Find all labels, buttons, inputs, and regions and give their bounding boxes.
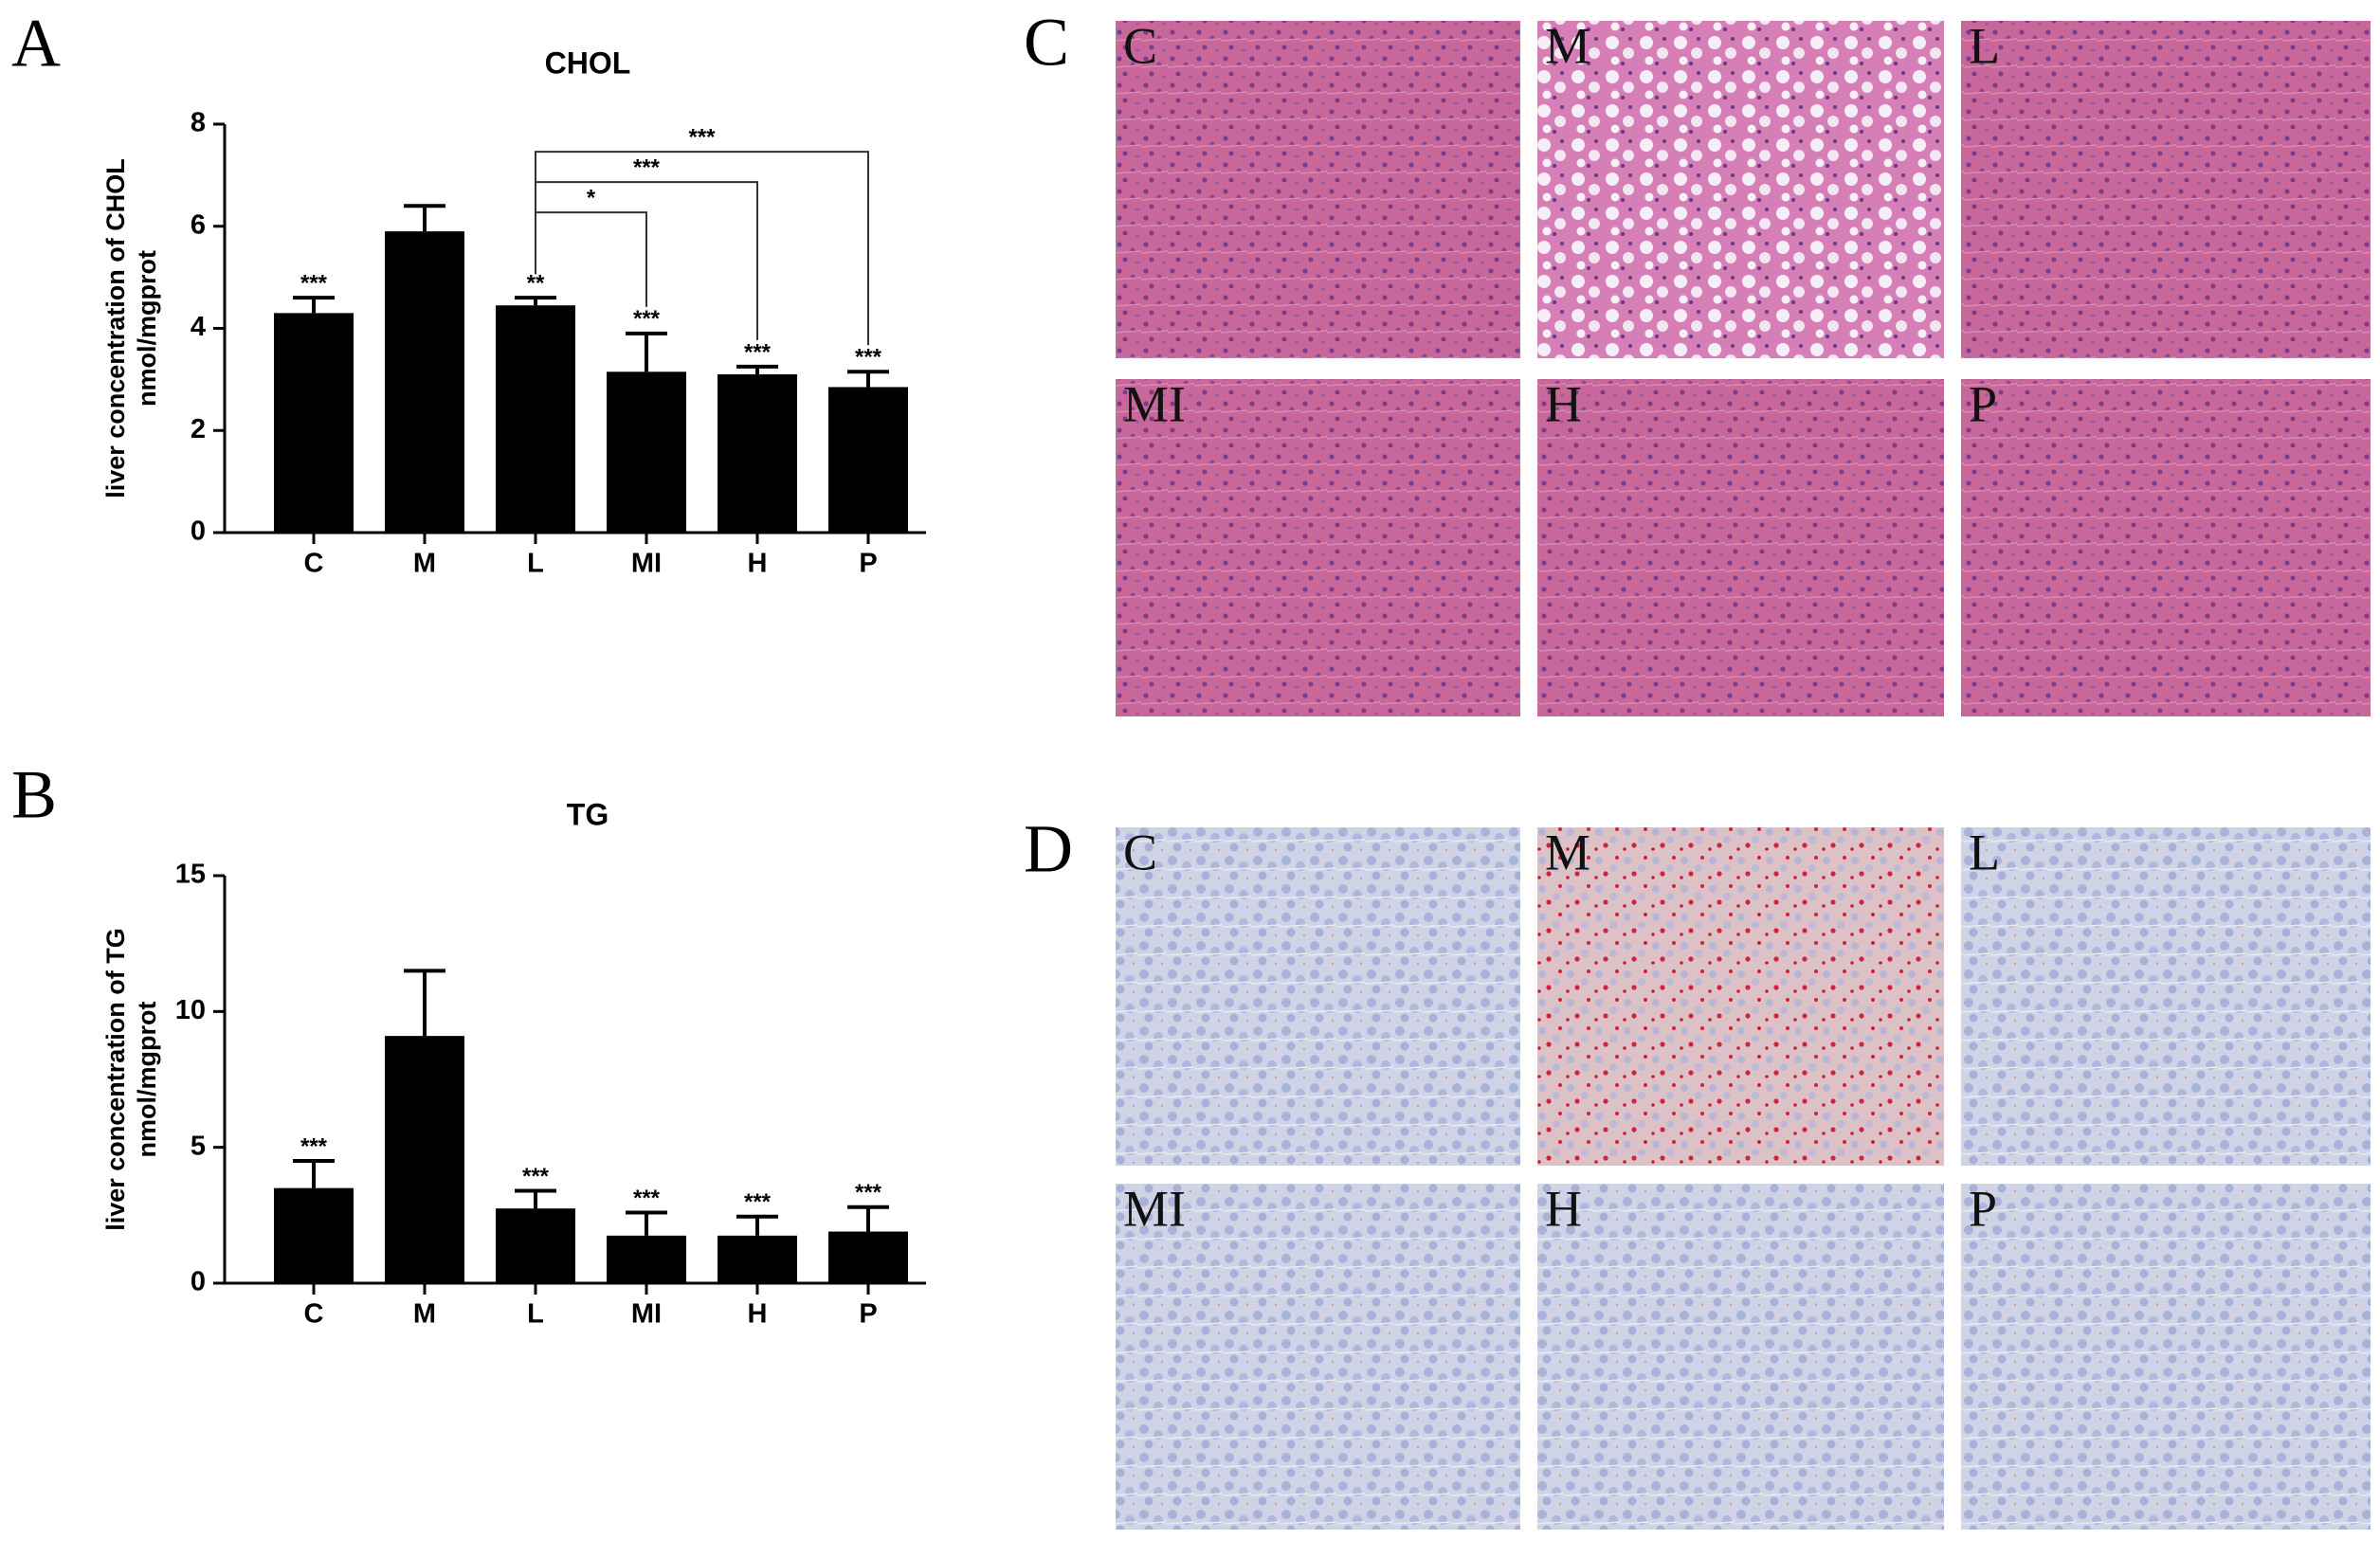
y-tick-label: 0 — [191, 516, 206, 547]
x-tick-label: C — [304, 1299, 324, 1330]
significance-label: *** — [744, 339, 772, 365]
bar — [274, 313, 354, 533]
x-tick-label: P — [859, 549, 877, 579]
bar — [496, 305, 575, 533]
significance-label: *** — [633, 155, 661, 181]
bar — [385, 1036, 464, 1283]
bar — [607, 371, 686, 533]
x-tick-label: P — [859, 1299, 877, 1330]
micrograph-label: C — [1123, 824, 1157, 880]
micrograph-label: H — [1545, 375, 1582, 432]
y-axis-label: nmol/mgprot — [133, 1002, 161, 1158]
x-tick-label: H — [748, 549, 768, 579]
x-tick-label: C — [304, 549, 324, 579]
y-axis-label: liver concentration of CHOL — [101, 158, 130, 498]
micrograph-label: P — [1969, 375, 1997, 432]
significance-label: *** — [633, 306, 661, 332]
bar-chart: B TG liver concentration of TG nmol/mgprot 0… — [11, 757, 926, 1330]
micrograph — [1537, 379, 1944, 716]
y-tick-label: 0 — [191, 1267, 206, 1297]
significance-label: *** — [633, 1186, 661, 1211]
micrograph — [1961, 379, 2371, 716]
significance-label: *** — [300, 271, 328, 297]
panel-label: B — [11, 757, 57, 833]
micrograph — [1116, 379, 1520, 716]
panel-label: D — [1024, 811, 1073, 887]
micrograph-label: M — [1545, 17, 1590, 74]
panel-label: C — [1024, 5, 1069, 81]
micrograph — [1116, 1184, 1520, 1530]
bar — [496, 1208, 575, 1283]
x-tick-label: M — [413, 549, 436, 579]
significance-bracket — [535, 211, 647, 307]
micrograph-label: C — [1123, 17, 1157, 74]
significance-label: *** — [300, 1133, 328, 1159]
significance-label: *** — [855, 1180, 882, 1205]
y-tick-label: 4 — [191, 312, 206, 342]
micrograph-label: L — [1969, 17, 2000, 74]
micrograph-label: L — [1969, 824, 2000, 880]
micrograph — [1116, 827, 1520, 1166]
significance-label: *** — [855, 345, 882, 371]
bar — [828, 1231, 908, 1283]
micrograph — [1537, 1184, 1944, 1530]
y-axis-label: nmol/mgprot — [133, 250, 161, 407]
significance-label: *** — [744, 1189, 772, 1215]
micrograph — [1116, 21, 1520, 358]
bar-chart: A CHOL liver concentration of CHOL nmol/mgp… — [11, 6, 926, 579]
bar — [607, 1235, 686, 1283]
x-tick-label: L — [527, 1299, 544, 1330]
x-tick-label: MI — [631, 549, 662, 579]
significance-label: *** — [688, 125, 716, 151]
micrograph-label: MI — [1123, 1180, 1186, 1237]
y-axis-label: liver concentration of TG — [101, 928, 130, 1231]
chart-title: CHOL — [545, 45, 631, 80]
micrograph — [1537, 827, 1944, 1166]
significance-bracket — [535, 151, 869, 346]
bar — [385, 231, 464, 533]
micrograph-label: H — [1545, 1180, 1582, 1237]
chart-title: TG — [567, 797, 609, 831]
micrograph — [1961, 827, 2371, 1166]
y-tick-label: 8 — [191, 108, 206, 138]
micrograph-label: MI — [1123, 375, 1186, 432]
y-tick-label: 15 — [175, 860, 206, 890]
x-tick-label: H — [748, 1299, 768, 1330]
x-tick-label: L — [527, 549, 544, 579]
y-tick-label: 10 — [175, 995, 206, 1025]
panel-label: A — [11, 6, 61, 82]
significance-label: * — [587, 186, 596, 211]
significance-label: *** — [522, 1164, 550, 1189]
y-tick-label: 2 — [191, 414, 206, 444]
bar — [718, 373, 797, 533]
micrograph-label: M — [1545, 824, 1590, 880]
micrograph — [1961, 21, 2371, 358]
significance-label: ** — [527, 271, 545, 297]
bar — [828, 387, 908, 533]
bar — [718, 1235, 797, 1283]
y-tick-label: 5 — [191, 1131, 206, 1161]
x-tick-label: MI — [631, 1299, 662, 1330]
y-tick-label: 6 — [191, 209, 206, 240]
micrograph-label: P — [1969, 1180, 1997, 1237]
micrograph — [1537, 21, 1944, 358]
micrograph — [1961, 1184, 2371, 1530]
x-tick-label: M — [413, 1299, 436, 1330]
bar — [274, 1187, 354, 1283]
